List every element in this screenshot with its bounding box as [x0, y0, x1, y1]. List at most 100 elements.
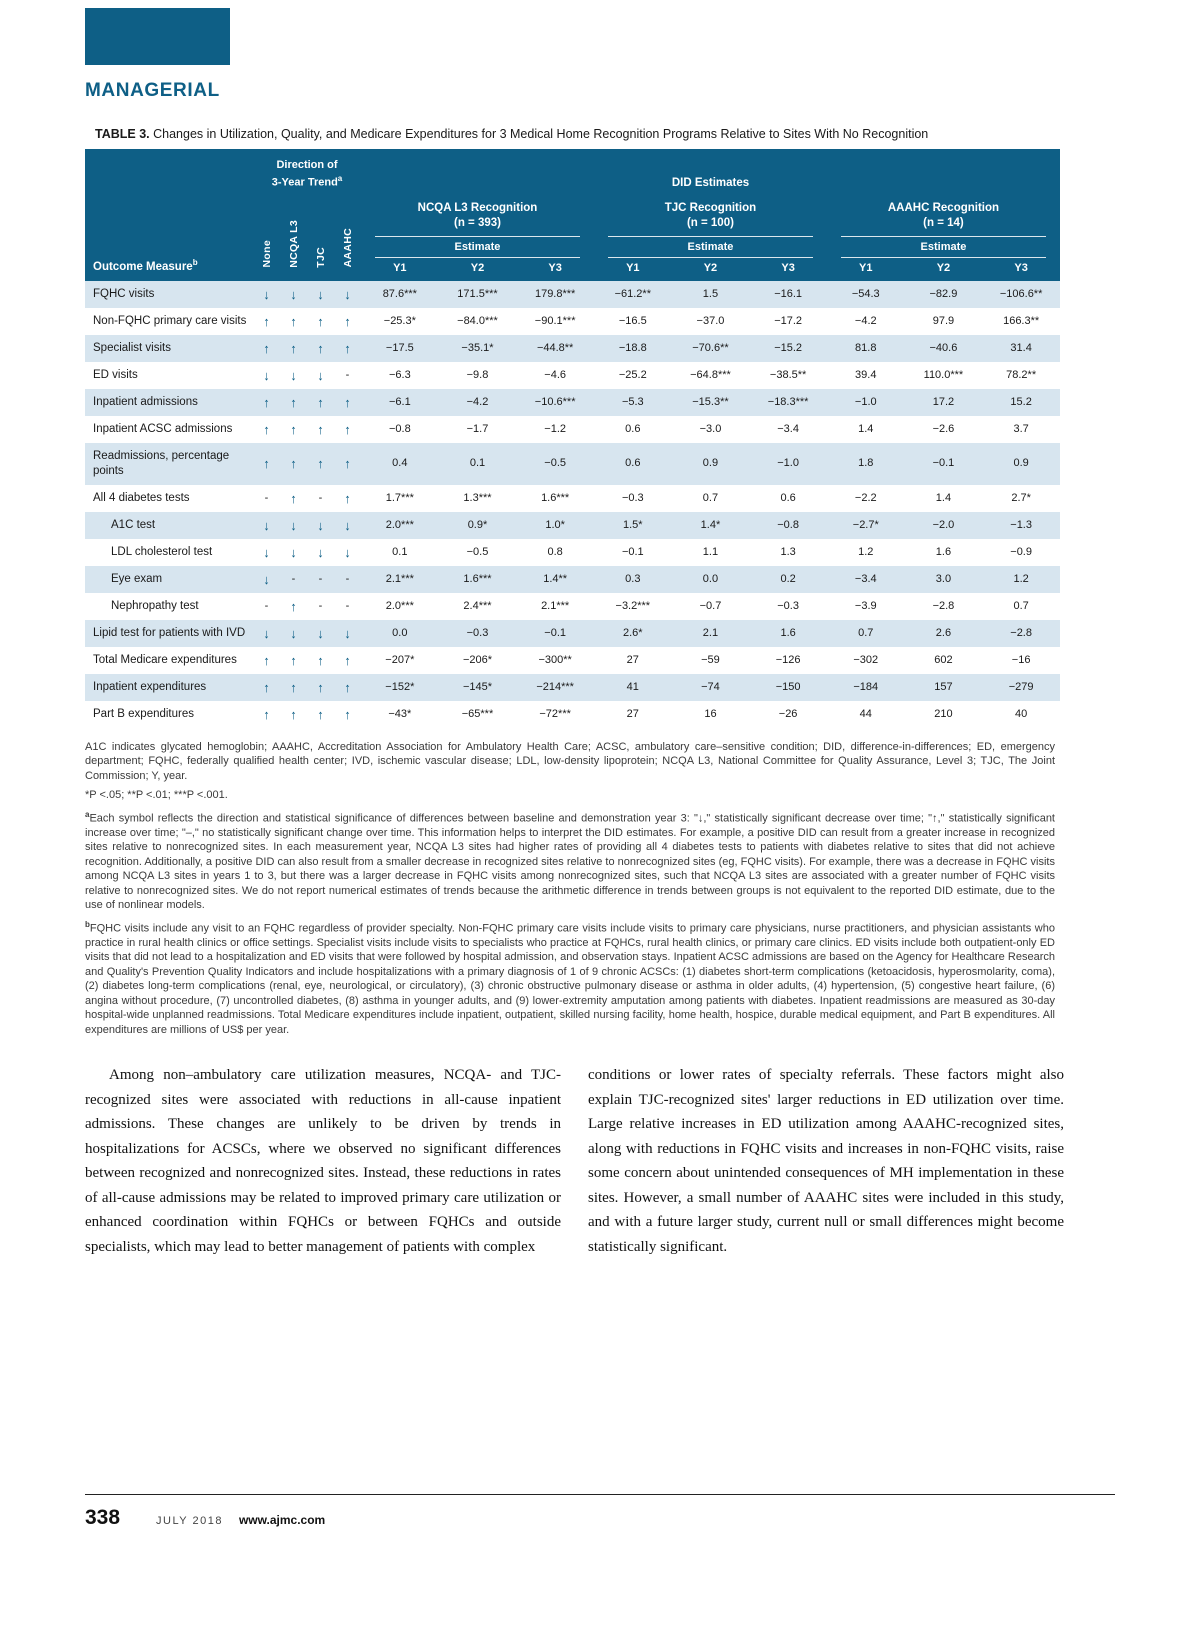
did-estimate-value: 0.2 — [780, 572, 796, 585]
footnote-b-ref: b — [192, 257, 198, 267]
did-estimate-value: −37.0 — [696, 314, 725, 327]
group-ncqa-n: (n = 393) — [453, 216, 501, 229]
trend-up-arrow-icon: ↑ — [290, 456, 297, 472]
trend-up-arrow-icon: ↑ — [344, 313, 351, 329]
did-estimate-value: 0.9 — [1013, 457, 1029, 470]
group-aaahc-name: AAAHC Recognition — [887, 201, 1000, 214]
estimate-label: Estimate — [607, 241, 813, 258]
did-estimate-value: −3.2*** — [615, 599, 651, 612]
year-col-header: Y1 — [361, 257, 439, 281]
trend-col-ncqa-l3-label: NCQA L3 — [287, 219, 300, 268]
trend-no-change-dash: - — [318, 572, 323, 585]
footnote-a: aEach symbol reflects the direction and … — [85, 808, 1055, 913]
year-col-header: Y3 — [516, 257, 594, 281]
table-title-text: Changes in Utilization, Quality, and Med… — [149, 127, 929, 141]
did-estimate-value: 0.9* — [467, 518, 488, 531]
did-estimate-value: 0.9 — [702, 457, 719, 470]
trend-down-arrow-icon: ↓ — [290, 367, 297, 383]
did-estimate-value: 2.4*** — [463, 599, 492, 612]
trend-col-none-label: None — [260, 240, 273, 268]
trend-down-arrow-icon: ↓ — [344, 544, 351, 560]
trend-col-tjc: TJC — [307, 193, 334, 281]
header-corner — [85, 149, 253, 194]
did-estimate-value: −2.7* — [852, 518, 879, 531]
table-row: Specialist visits ↑ ↑ ↑ ↑ −17.5 −35.1* −44.8** −… — [85, 334, 1060, 362]
did-estimate-value: 78.2** — [1006, 368, 1037, 381]
did-estimate-value: 16 — [704, 707, 717, 720]
did-estimate-value: −3.4 — [854, 572, 877, 585]
trend-up-arrow-icon: ↑ — [317, 679, 324, 695]
did-estimate-value: −72*** — [539, 707, 571, 720]
trend-up-arrow-icon: ↑ — [317, 421, 324, 437]
outcome-measure-label: ED visits — [93, 368, 138, 381]
trend-up-arrow-icon: ↑ — [290, 340, 297, 356]
did-estimate-value: 15.2 — [1010, 395, 1032, 408]
did-estimate-value: −18.8 — [618, 341, 647, 354]
did-estimate-value: −2.2 — [854, 491, 877, 504]
group-ncqa-header: NCQA L3 Recognition (n = 393) — [361, 193, 594, 237]
trend-col-tjc-label: TJC — [314, 246, 327, 268]
trend-up-arrow-icon: ↑ — [290, 394, 297, 410]
did-estimate-value: 2.1*** — [385, 572, 414, 585]
direction-of-trend-header: Direction of 3-Year Trenda — [253, 149, 361, 194]
trend-down-arrow-icon: ↓ — [263, 625, 270, 641]
journal-logo — [85, 8, 230, 65]
did-estimate-value: −6.3 — [388, 368, 411, 381]
trend-no-change-dash: - — [318, 491, 323, 504]
did-estimate-value: −0.1 — [544, 626, 566, 639]
table-row: Part B expenditures ↑ ↑ ↑ ↑ −43* −65*** −72*** 2… — [85, 700, 1060, 728]
abbreviations-note: A1C indicates glycated hemoglobin; AAAHC… — [85, 740, 1055, 782]
trend-down-arrow-icon: ↓ — [317, 517, 324, 533]
year-col-header: Y3 — [982, 257, 1060, 281]
trend-up-arrow-icon: ↑ — [317, 652, 324, 668]
did-estimate-value: 2.0*** — [385, 599, 414, 612]
footer-rule — [85, 1494, 1115, 1495]
did-estimate-value: 1.6 — [780, 626, 796, 639]
did-estimate-value: −40.6 — [929, 341, 958, 354]
group-tjc-header: TJC Recognition (n = 100) — [593, 193, 827, 237]
direction-line-2: 3-Year Trend — [271, 176, 338, 189]
outcome-measure-label: LDL cholesterol test — [111, 545, 213, 558]
trend-down-arrow-icon: ↓ — [263, 571, 270, 587]
table-row: Total Medicare expenditures ↑ ↑ ↑ ↑ −207* −206… — [85, 646, 1060, 674]
did-estimate-value: 2.6* — [623, 626, 643, 639]
did-estimate-value: −15.3** — [692, 395, 729, 408]
did-estimate-value: 1.3*** — [463, 491, 492, 504]
outcome-measure-label: FQHC visits — [93, 287, 155, 300]
trend-no-change-dash: - — [345, 368, 350, 381]
footnote-a-text: Each symbol reflects the direction and s… — [85, 812, 1055, 912]
did-estimate-value: −0.3 — [777, 599, 799, 612]
trend-down-arrow-icon: ↓ — [344, 517, 351, 533]
did-estimate-value: 0.4 — [392, 457, 408, 470]
did-estimate-value: −2.6 — [932, 422, 955, 435]
results-table: Direction of 3-Year Trenda DID Estimates… — [85, 149, 1060, 728]
did-estimate-value: 1.6*** — [463, 572, 492, 585]
trend-col-aaahc-label: AAAHC — [341, 228, 354, 268]
trend-up-arrow-icon: ↑ — [290, 652, 297, 668]
did-estimate-value: −84.0*** — [457, 314, 498, 327]
trend-down-arrow-icon: ↓ — [344, 286, 351, 302]
trend-down-arrow-icon: ↓ — [290, 517, 297, 533]
did-estimate-value: 39.4 — [855, 368, 877, 381]
trend-up-arrow-icon: ↑ — [317, 456, 324, 472]
did-estimate-value: −38.5** — [769, 368, 807, 381]
did-estimate-value: 81.8 — [855, 341, 877, 354]
footnote-b: bFQHC visits include any visit to an FQH… — [85, 918, 1055, 1038]
page-footer: 338 JULY 2018 www.ajmc.com — [85, 1506, 325, 1530]
outcome-measure-label: Lipid test for patients with IVD — [93, 626, 246, 639]
body-paragraph-left: Among non–ambulatory care utilization me… — [85, 1067, 561, 1255]
trend-up-arrow-icon: ↑ — [263, 456, 270, 472]
did-estimate-value: −1.3 — [1010, 518, 1032, 531]
did-estimate-value: −65*** — [461, 707, 494, 720]
outcome-measure-label: A1C test — [111, 518, 156, 531]
outcome-measure-label: Specialist visits — [93, 341, 171, 354]
trend-up-arrow-icon: ↑ — [290, 313, 297, 329]
table-title: TABLE 3. Changes in Utilization, Quality… — [95, 127, 1060, 141]
did-estimate-value: −0.8 — [777, 518, 799, 531]
article-body: Among non–ambulatory care utilization me… — [85, 1063, 1065, 1259]
did-estimate-value: 179.8*** — [534, 287, 576, 300]
did-estimate-value: 97.9 — [932, 314, 955, 327]
did-estimate-value: −2.8 — [932, 599, 955, 612]
did-estimate-value: −16.1 — [774, 287, 803, 300]
did-estimate-value: −25.3* — [383, 314, 416, 327]
